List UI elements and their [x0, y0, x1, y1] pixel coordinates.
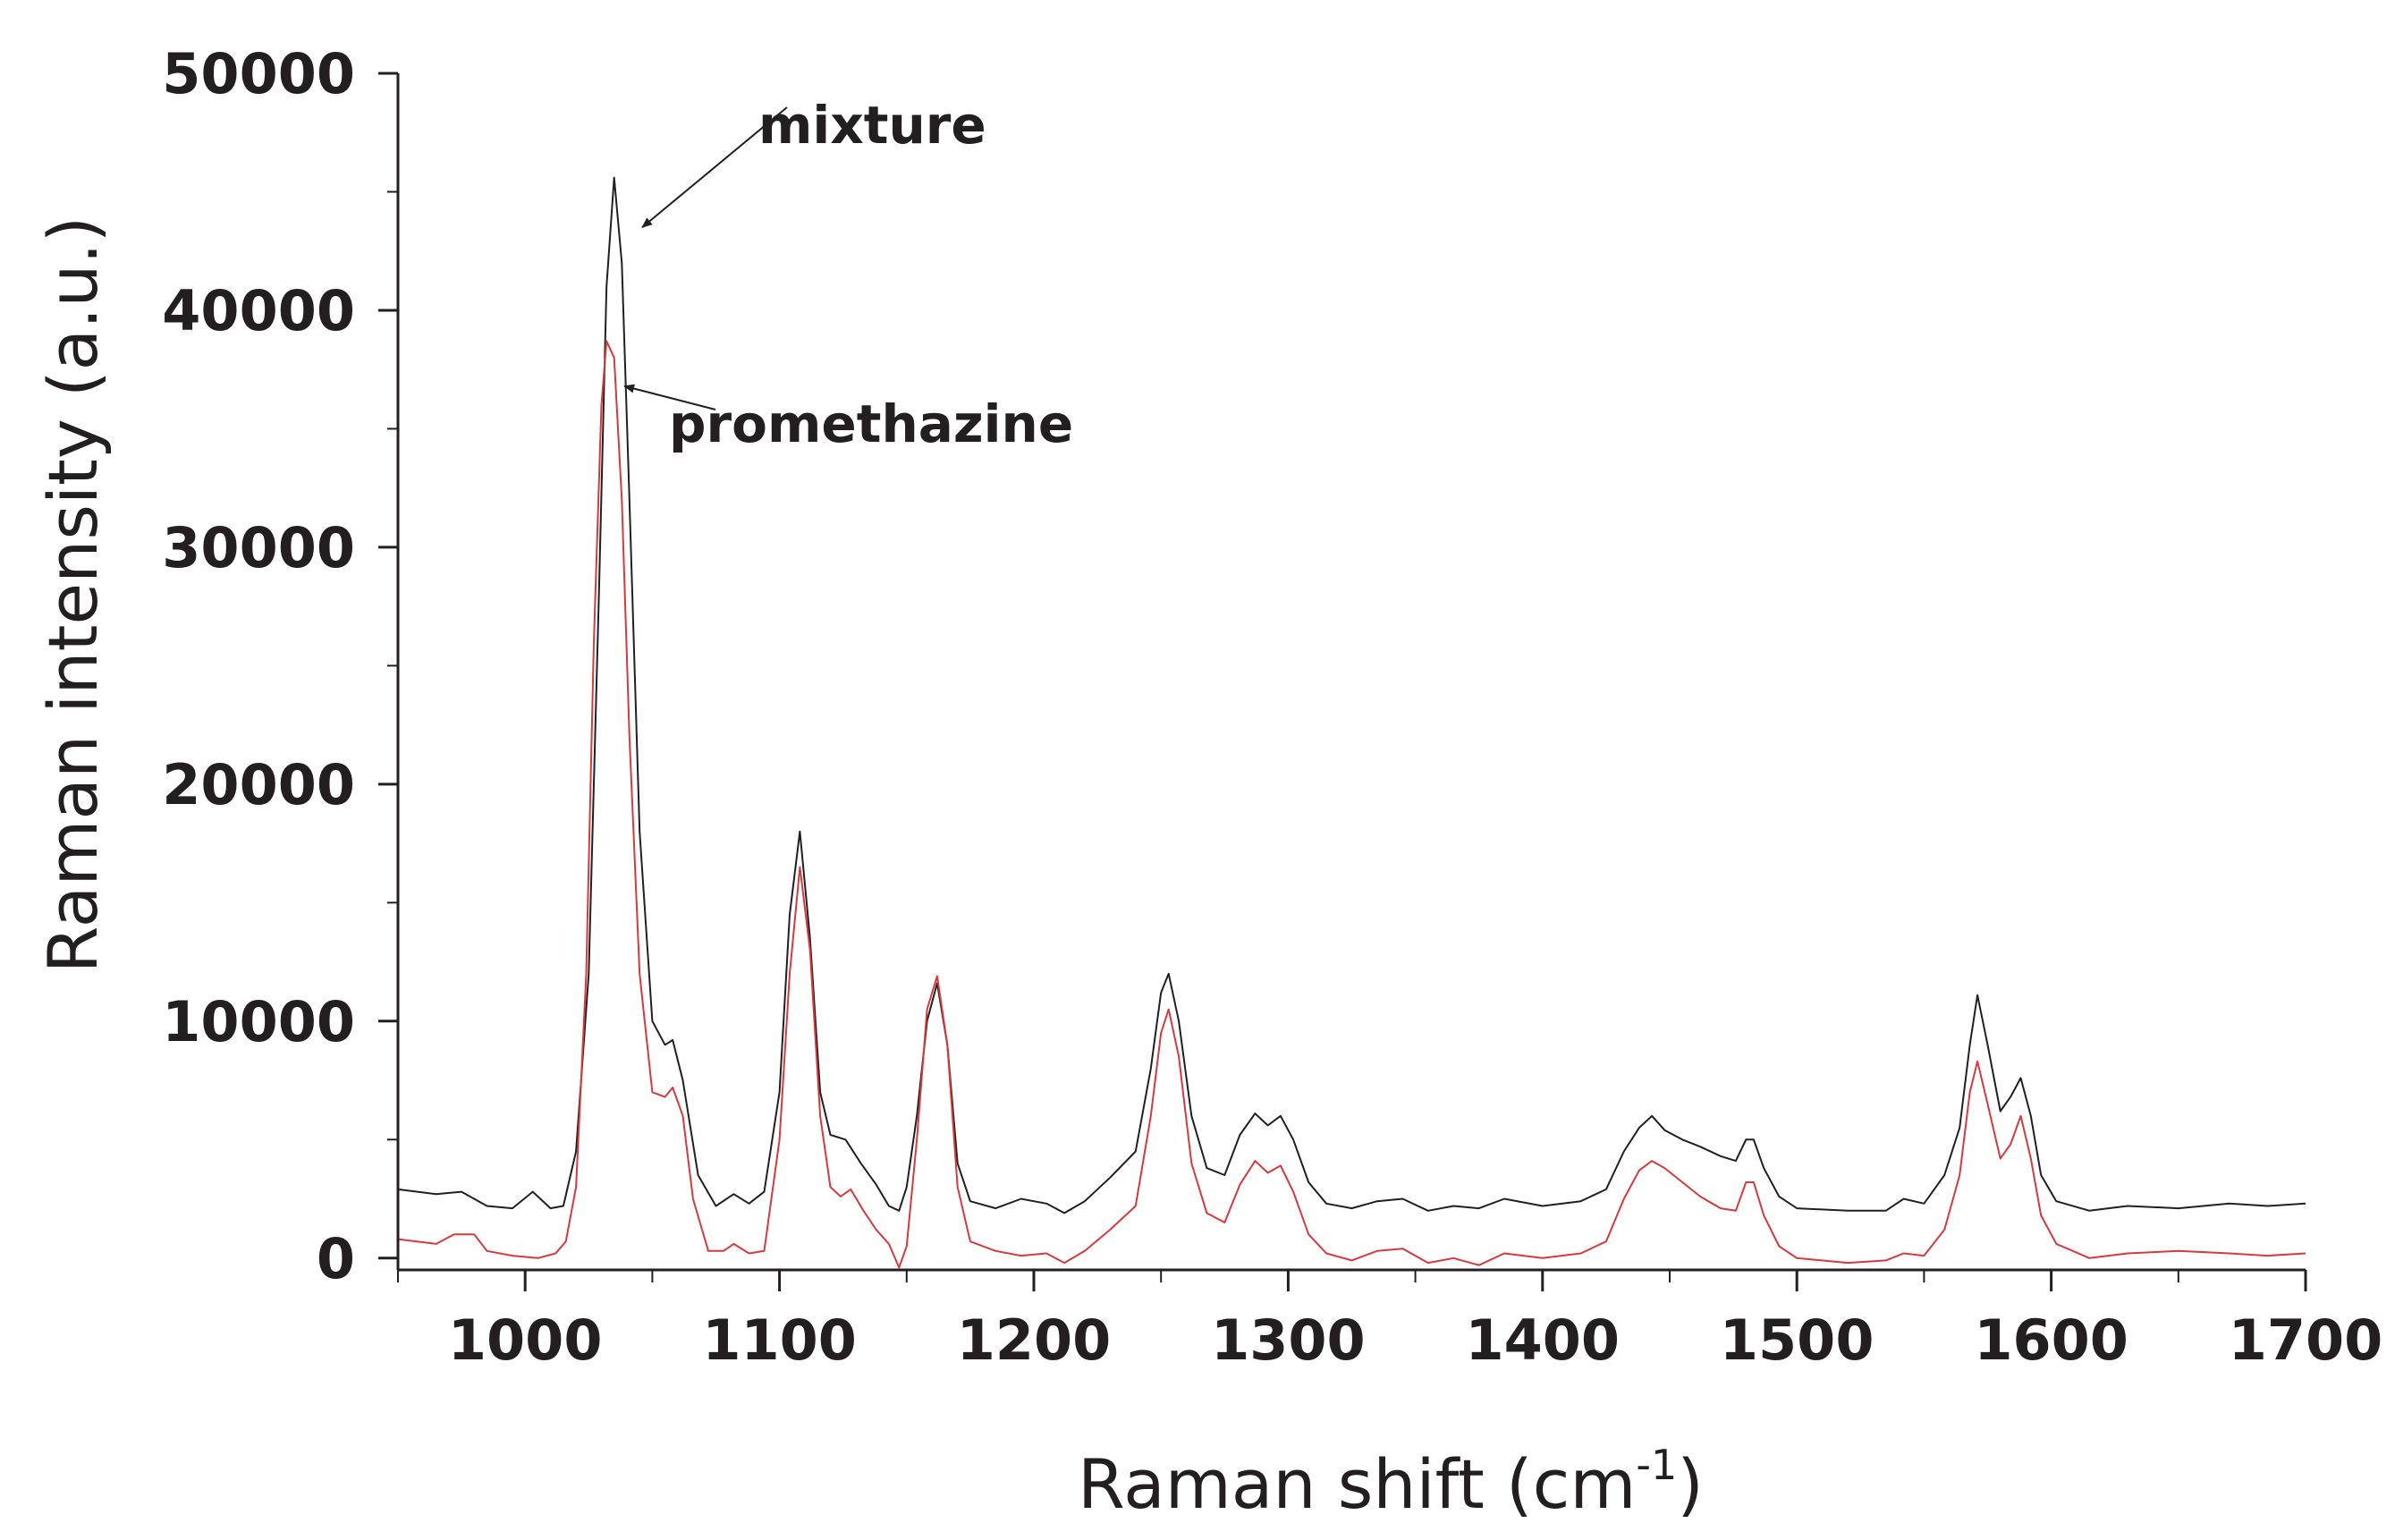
x-tick-label: 1500 — [1720, 1307, 1875, 1373]
y-tick-label: 0 — [317, 1226, 355, 1291]
x-tick-label: 1600 — [1974, 1307, 2128, 1373]
y-tick-label: 10000 — [162, 989, 355, 1054]
y-tick-label: 40000 — [162, 278, 355, 343]
x-tick-label: 1200 — [957, 1307, 1112, 1373]
y-ticks: 0 10000 20000 30000 40000 50000 — [162, 41, 398, 1291]
series-line-promethazine — [397, 340, 2306, 1269]
x-tick-label: 1100 — [702, 1307, 857, 1373]
annotation-mixture-label: mixture — [758, 95, 986, 156]
x-axis-title-main: Raman shift (cm — [1078, 1444, 1636, 1524]
annotation-promethazine-arrow — [623, 384, 716, 410]
x-axis-title-close: ) — [1677, 1444, 1704, 1524]
annotation-promethazine-label: promethazine — [669, 393, 1073, 454]
y-tick-label: 20000 — [162, 752, 355, 817]
series-group — [397, 176, 2306, 1269]
y-axis-title: Raman intensity (a.u.) — [33, 216, 113, 974]
x-ticks: 1000 1100 1200 1300 1400 1500 1600 1700 — [397, 1270, 2383, 1373]
annotations-group: mixture promethazine — [623, 95, 1073, 454]
x-tick-label: 1300 — [1211, 1307, 1366, 1373]
x-axis-title-superscript: -1 — [1636, 1441, 1677, 1489]
annotation-mixture-arrow — [641, 106, 788, 228]
x-tick-label: 1700 — [2229, 1307, 2383, 1373]
series-line-mixture — [397, 176, 2306, 1214]
x-tick-label: 1400 — [1466, 1307, 1621, 1373]
y-tick-label: 50000 — [162, 41, 355, 106]
x-tick-label: 1000 — [448, 1307, 603, 1373]
y-tick-label: 30000 — [162, 515, 355, 580]
x-axis-title: Raman shift (cm-1) — [1078, 1441, 1704, 1524]
